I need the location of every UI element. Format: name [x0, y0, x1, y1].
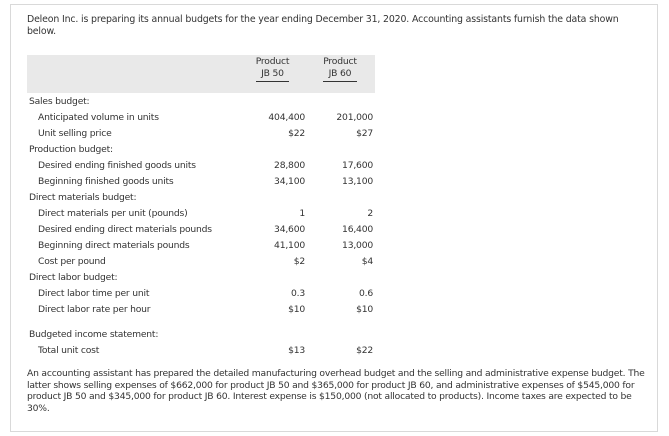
jb60-value: 17,600 [342, 159, 373, 171]
jb50-value: $13 [288, 344, 305, 356]
table-row: Total unit cost $13 $22 [27, 342, 375, 358]
jb60-value: 0.6 [358, 287, 373, 299]
section-row: Production budget: [27, 141, 375, 157]
header-jb50: Product JB 50 [240, 55, 305, 85]
row-label: Desired ending finished goods units [38, 159, 196, 171]
row-label: Sales budget: [29, 95, 90, 107]
header-blank [27, 55, 240, 85]
jb60-value: $10 [356, 303, 373, 315]
jb60-value: 13,100 [342, 175, 373, 187]
row-label: Direct labor time per unit [38, 287, 150, 299]
row-label: Budgeted income statement: [29, 328, 159, 340]
jb50-value [240, 93, 305, 109]
jb50-value: 404,400 [268, 111, 305, 123]
intro-text: Deleon Inc. is preparing its annual budg… [27, 14, 619, 37]
row-label: Direct labor budget: [29, 271, 118, 283]
jb60-value: 201,000 [336, 111, 373, 123]
footnote-text: An accounting assistant has prepared the… [27, 368, 645, 414]
row-label: Direct labor rate per hour [38, 303, 151, 315]
jb50-value: $10 [288, 303, 305, 315]
jb60-value: 16,400 [342, 223, 373, 235]
table-row: Direct labor time per unit 0.3 0.6 [27, 285, 375, 301]
table-row: Direct labor rate per hour $10 $10 [27, 301, 375, 317]
jb50-value [240, 269, 305, 285]
row-label: Total unit cost [38, 344, 100, 356]
section-row: Budgeted income statement: [27, 326, 375, 342]
table-row: Cost per pound $2 $4 [27, 253, 375, 269]
budget-data-table: Product JB 50 Product JB 60 Sales budget: A… [27, 55, 375, 358]
jb50-value [240, 189, 305, 205]
row-label: Unit selling price [38, 127, 112, 139]
row-label: Direct materials budget: [29, 191, 137, 203]
table-row: Desired ending direct materials pounds 34… [27, 221, 375, 237]
jb50-value: 41,100 [274, 239, 305, 251]
row-label: Production budget: [29, 143, 113, 155]
jb50-value: 34,600 [274, 223, 305, 235]
table-row: Unit selling price $22 $27 [27, 125, 375, 141]
section-row: Sales budget: [27, 93, 375, 109]
jb60-value: $22 [356, 344, 373, 356]
jb50-value: 28,800 [274, 159, 305, 171]
jb50-value: 34,100 [274, 175, 305, 187]
table-row: Beginning direct materials pounds 41,100 1… [27, 237, 375, 253]
jb60-value [305, 326, 375, 342]
jb60-value: $27 [356, 127, 373, 139]
table-row: Direct materials per unit (pounds) 1 2 [27, 205, 375, 221]
jb60-value: 13,000 [342, 239, 373, 251]
jb50-value: $22 [288, 127, 305, 139]
row-label: Desired ending direct materials pounds [38, 223, 212, 235]
jb50-value: $2 [293, 255, 305, 267]
table-row: Anticipated volume in units 404,400 201,00… [27, 109, 375, 125]
problem-card: Deleon Inc. is preparing its annual budg… [10, 4, 658, 432]
jb60-value [305, 141, 375, 157]
header-jb60: Product JB 60 [305, 55, 375, 85]
section-row: Direct labor budget: [27, 269, 375, 285]
row-label: Beginning direct materials pounds [38, 239, 190, 251]
jb50-value: 1 [299, 207, 305, 219]
jb60-value: $4 [361, 255, 373, 267]
jb50-value [240, 326, 305, 342]
section-row: Direct materials budget: [27, 189, 375, 205]
jb60-value: 2 [367, 207, 373, 219]
row-label: Beginning finished goods units [38, 175, 174, 187]
row-label: Anticipated volume in units [38, 111, 159, 123]
jb60-value [305, 189, 375, 205]
jb60-value [305, 269, 375, 285]
table-row: Desired ending finished goods units 28,80… [27, 157, 375, 173]
row-label: Cost per pound [38, 255, 106, 267]
jb60-value [305, 93, 375, 109]
jb50-value [240, 141, 305, 157]
jb50-value: 0.3 [290, 287, 305, 299]
row-label: Direct materials per unit (pounds) [38, 207, 188, 219]
table-row: Beginning finished goods units 34,100 13,1… [27, 173, 375, 189]
table-header-row: Product JB 50 Product JB 60 [27, 55, 375, 85]
